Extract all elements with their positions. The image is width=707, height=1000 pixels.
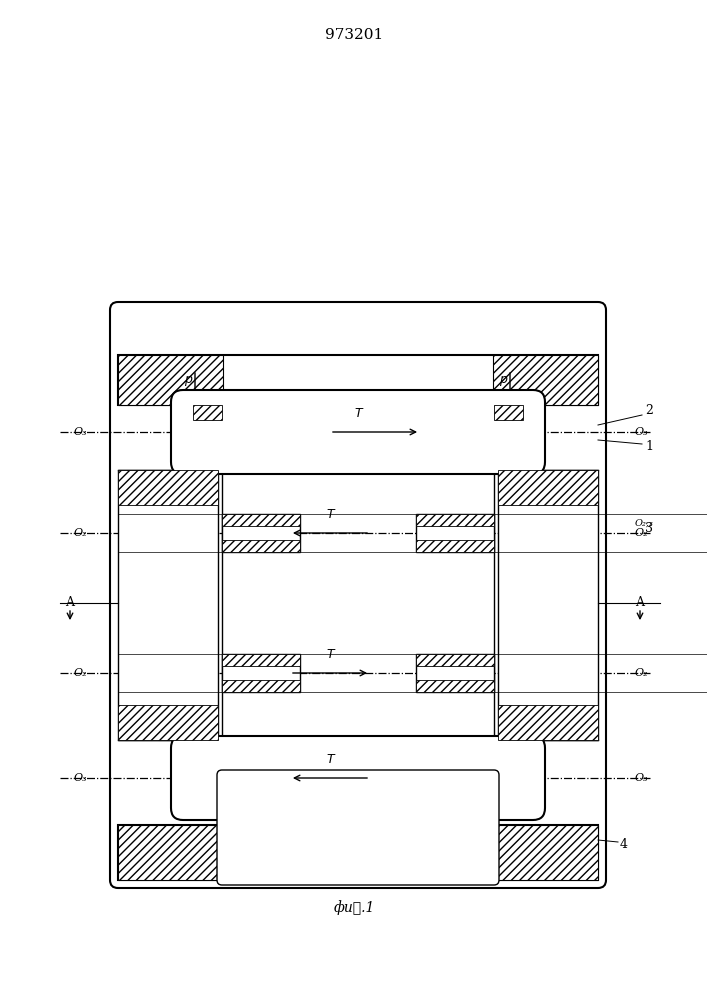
FancyBboxPatch shape [110,302,606,888]
Bar [222,540,300,552]
Text: T: T [326,648,334,661]
Bar [118,705,218,740]
Bar [493,825,598,880]
Bar [416,514,494,526]
Text: фи␡.1: фи␡.1 [333,901,375,915]
Bar [498,470,598,505]
Text: A: A [66,596,74,609]
Bar [222,654,300,666]
Bar [222,654,300,692]
Text: 2: 2 [645,403,653,416]
Bar [416,654,494,692]
Text: O₃: O₃ [635,427,648,437]
Text: O₃: O₃ [74,773,87,783]
Ellipse shape [183,402,533,462]
Bar [222,680,300,692]
Text: O₂: O₂ [74,668,87,678]
Text: 3: 3 [645,522,653,534]
Text: O₂: O₂ [74,528,87,538]
Bar [118,825,598,880]
Text: T: T [326,508,334,521]
Bar [416,654,494,666]
Bar [416,514,494,552]
Text: p: p [184,373,192,386]
Bar [118,355,223,405]
Text: O₂,₃: O₂,₃ [635,518,654,528]
Bar [222,514,300,552]
Text: T: T [326,753,334,766]
Text: O₂: O₂ [635,668,648,678]
Text: 973201: 973201 [325,28,383,42]
Bar [118,825,223,880]
Text: A: A [636,596,645,609]
FancyBboxPatch shape [217,770,499,885]
Bar [193,405,222,445]
FancyBboxPatch shape [171,736,545,820]
Bar [416,680,494,692]
Text: 1: 1 [645,440,653,454]
Bar [494,405,523,445]
Text: p: p [499,373,507,386]
Bar [498,470,598,740]
Text: O₂: O₂ [635,528,648,538]
Bar [494,405,523,420]
Text: 4: 4 [620,838,628,852]
Bar [498,705,598,740]
FancyBboxPatch shape [171,390,545,474]
Text: O₃: O₃ [74,427,87,437]
Bar [118,470,218,505]
Bar [118,470,218,740]
Bar [193,405,222,420]
Bar [118,355,598,405]
Text: T: T [354,407,362,420]
Bar [222,514,300,526]
Bar [493,355,598,405]
Text: O₃: O₃ [635,773,648,783]
Bar [416,540,494,552]
